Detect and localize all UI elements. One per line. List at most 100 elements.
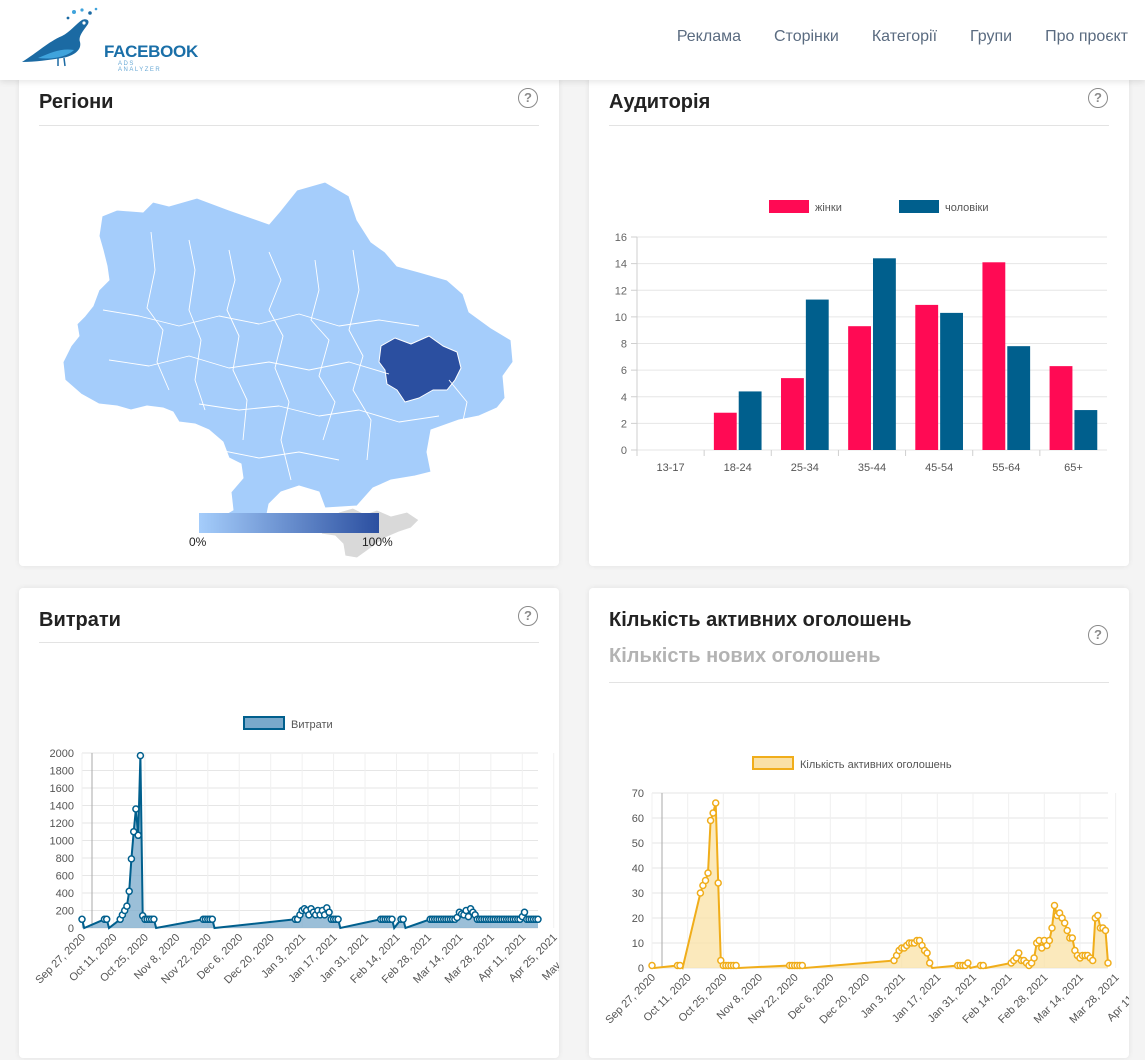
bar-чоловіки-35-44	[873, 258, 896, 450]
data-point	[123, 902, 131, 910]
bar-жінки-18-24	[713, 412, 737, 450]
ads-area-chart: Кількість активних оголошень 0 10 20 30 40 50 6…	[603, 756, 1129, 1026]
logo-subtext: ADS ANALYZER	[118, 61, 162, 73]
data-point	[102, 915, 111, 924]
data-point	[1104, 959, 1112, 967]
legend-label-0: жінки	[815, 202, 842, 214]
bar-жінки-45-54	[915, 304, 939, 450]
legend-label: Витрати	[291, 719, 333, 731]
data-point	[979, 961, 987, 970]
data-point	[1101, 926, 1110, 935]
help-icon[interactable]: ?	[518, 606, 538, 626]
bar-жінки-55-64	[982, 262, 1006, 450]
data-point	[1063, 926, 1071, 935]
x-tick-label: 55-64	[992, 462, 1020, 474]
y-tick-label: 600	[56, 871, 74, 883]
data-point	[1048, 924, 1056, 932]
nav-link-about[interactable]: Про проєкт	[1045, 28, 1128, 45]
y-tick-label: 50	[632, 838, 644, 850]
legend-swatch	[243, 716, 285, 730]
data-point	[134, 831, 142, 840]
y-tick-label: 10	[615, 312, 627, 324]
data-point	[1068, 934, 1077, 942]
data-point	[334, 915, 342, 924]
data-point	[704, 869, 712, 877]
y-tick-label: 16	[615, 232, 627, 244]
y-tick-label: 60	[632, 813, 644, 825]
data-point	[325, 908, 333, 917]
y-tick-label: 0	[638, 963, 644, 975]
audience-bar-chart: жінки чоловіки 0 2 4 6 8 10 12 14 16 13-17 18-24 25-3…	[615, 200, 1107, 474]
y-tick-label: 70	[632, 788, 644, 800]
data-point	[136, 751, 145, 760]
data-point	[520, 908, 529, 917]
bar-жінки-35-44	[848, 326, 871, 450]
bar-чоловіки-65+	[1074, 410, 1098, 450]
map-region-base	[62, 181, 514, 531]
ads-subtitle-tab[interactable]: Кількість нових оголошень	[609, 645, 881, 667]
main-nav: Реклама Сторінки Категорії Групи Про про…	[677, 28, 1145, 46]
regions-card: Регіони ? 0% 100%	[19, 70, 559, 566]
y-tick-label: 1400	[50, 801, 74, 813]
data-point	[125, 887, 133, 896]
ads-title: Кількість активних оголошень	[609, 609, 912, 631]
data-point	[706, 816, 715, 825]
y-tick-label: 40	[632, 863, 644, 875]
data-point	[711, 799, 720, 807]
spend-area-chart: Витрати 0 200 400 600 800 1000 1200 1400 1600 1800…	[33, 716, 559, 986]
top-bar: FACEBOOK ADS ANALYZER Реклама Сторінки К…	[0, 0, 1145, 80]
data-point	[701, 876, 710, 885]
data-point	[1030, 954, 1038, 962]
data-point	[1094, 911, 1102, 920]
y-tick-label: 0	[621, 445, 627, 457]
spend-card: Витрати ? Витрати 0 200 400 600 800 1000 1200 14…	[19, 588, 559, 1058]
series-line	[81, 755, 538, 931]
data-point	[1045, 936, 1054, 945]
data-point	[923, 949, 931, 957]
bar-жінки-25-34	[781, 378, 804, 450]
help-icon[interactable]: ?	[1088, 625, 1108, 645]
x-tick-label: 25-34	[791, 462, 819, 474]
divider	[609, 125, 1109, 126]
ads-card: Кількість активних оголошень Кількість н…	[589, 588, 1129, 1058]
x-tick-label: 65+	[1064, 462, 1083, 474]
nav-link-categories[interactable]: Категорії	[871, 28, 938, 45]
y-tick-label: 200	[56, 906, 74, 918]
legend-label: Кількість активних оголошень	[800, 759, 952, 771]
nav-link-pages[interactable]: Сторінки	[774, 28, 839, 45]
map-legend-gradient	[199, 513, 379, 533]
bar-чоловіки-55-64	[1007, 346, 1031, 450]
y-tick-label: 4	[621, 392, 627, 404]
y-tick-label: 1200	[50, 818, 74, 830]
legend-swatch-0	[769, 200, 809, 213]
divider	[39, 642, 539, 643]
data-point	[127, 855, 136, 863]
help-icon[interactable]: ?	[518, 88, 538, 108]
nav-link-ads[interactable]: Реклама	[676, 28, 741, 45]
y-tick-label: 30	[632, 888, 644, 900]
help-icon[interactable]: ?	[1088, 88, 1108, 108]
y-tick-label: 1000	[50, 836, 74, 848]
logo-text: FACEBOOK	[104, 42, 198, 61]
nav-link-groups[interactable]: Групи	[970, 28, 1013, 45]
x-tick-label: 13-17	[657, 462, 685, 474]
y-tick-label: 12	[615, 285, 627, 297]
y-tick-label: 6	[621, 365, 627, 377]
ukraine-regions-map	[62, 181, 514, 559]
spend-title: Витрати	[39, 609, 121, 631]
data-point	[714, 879, 722, 887]
y-tick-label: 800	[56, 853, 74, 865]
data-point	[208, 915, 217, 924]
divider	[39, 125, 539, 126]
x-tick-label: 45-54	[925, 462, 953, 474]
x-tick-label: 35-44	[858, 462, 886, 474]
data-point	[534, 915, 542, 924]
bar-чоловіки-18-24	[738, 391, 762, 450]
data-point	[798, 961, 807, 970]
series-area	[82, 755, 538, 928]
series-area	[652, 803, 1108, 968]
data-point	[732, 961, 740, 970]
logo[interactable]: FACEBOOK ADS ANALYZER	[18, 6, 198, 73]
y-tick-label: 20	[632, 913, 644, 925]
y-tick-label: 0	[68, 923, 74, 935]
